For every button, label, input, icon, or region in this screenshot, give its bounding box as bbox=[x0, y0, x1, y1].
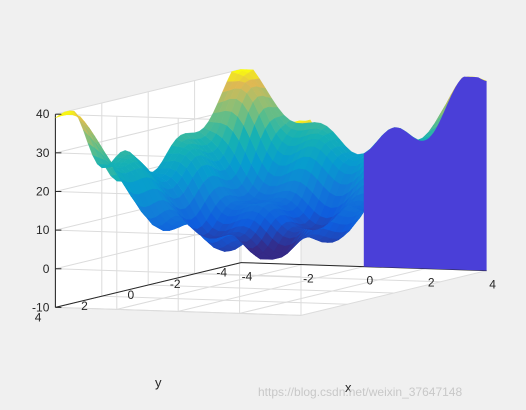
surface-mesh bbox=[55, 69, 487, 271]
y-tick-label: -4 bbox=[216, 266, 227, 280]
z-tick-label: 40 bbox=[36, 107, 50, 121]
x-tick-label: 0 bbox=[366, 274, 373, 288]
y-gridline bbox=[194, 273, 441, 283]
x-axis-label: x bbox=[345, 380, 352, 395]
y-tick-label: 4 bbox=[35, 310, 42, 324]
y-axis-line bbox=[55, 262, 242, 308]
y-gridline bbox=[148, 284, 394, 294]
y-axis-label: y bbox=[155, 375, 162, 390]
y-tick-label: -2 bbox=[170, 277, 181, 291]
z-tick-label: -10 bbox=[32, 300, 50, 314]
axes-ticks: -10 0 10 20 30 40 -4 -2 0 2 4 -4 -2 0 2 4 bbox=[32, 107, 496, 324]
front-side-panel bbox=[363, 76, 487, 271]
y-gridline bbox=[55, 306, 302, 316]
z-tick-label: 30 bbox=[36, 146, 50, 160]
z-tick-label: 20 bbox=[36, 184, 50, 198]
y-gridline bbox=[101, 295, 348, 305]
z-tick-label: 0 bbox=[43, 262, 50, 276]
watermark-text: https://blog.csdn.net/weixin_37647148 bbox=[258, 385, 462, 399]
x-tick-label: -4 bbox=[242, 270, 253, 284]
y-tick-label: 0 bbox=[128, 288, 135, 302]
y-tick-label: 2 bbox=[81, 299, 88, 313]
x-tick-label: 4 bbox=[489, 278, 496, 292]
x-tick-label: 2 bbox=[428, 276, 435, 290]
x-tick-label: -2 bbox=[303, 272, 314, 286]
z-tick-label: 10 bbox=[36, 223, 50, 237]
